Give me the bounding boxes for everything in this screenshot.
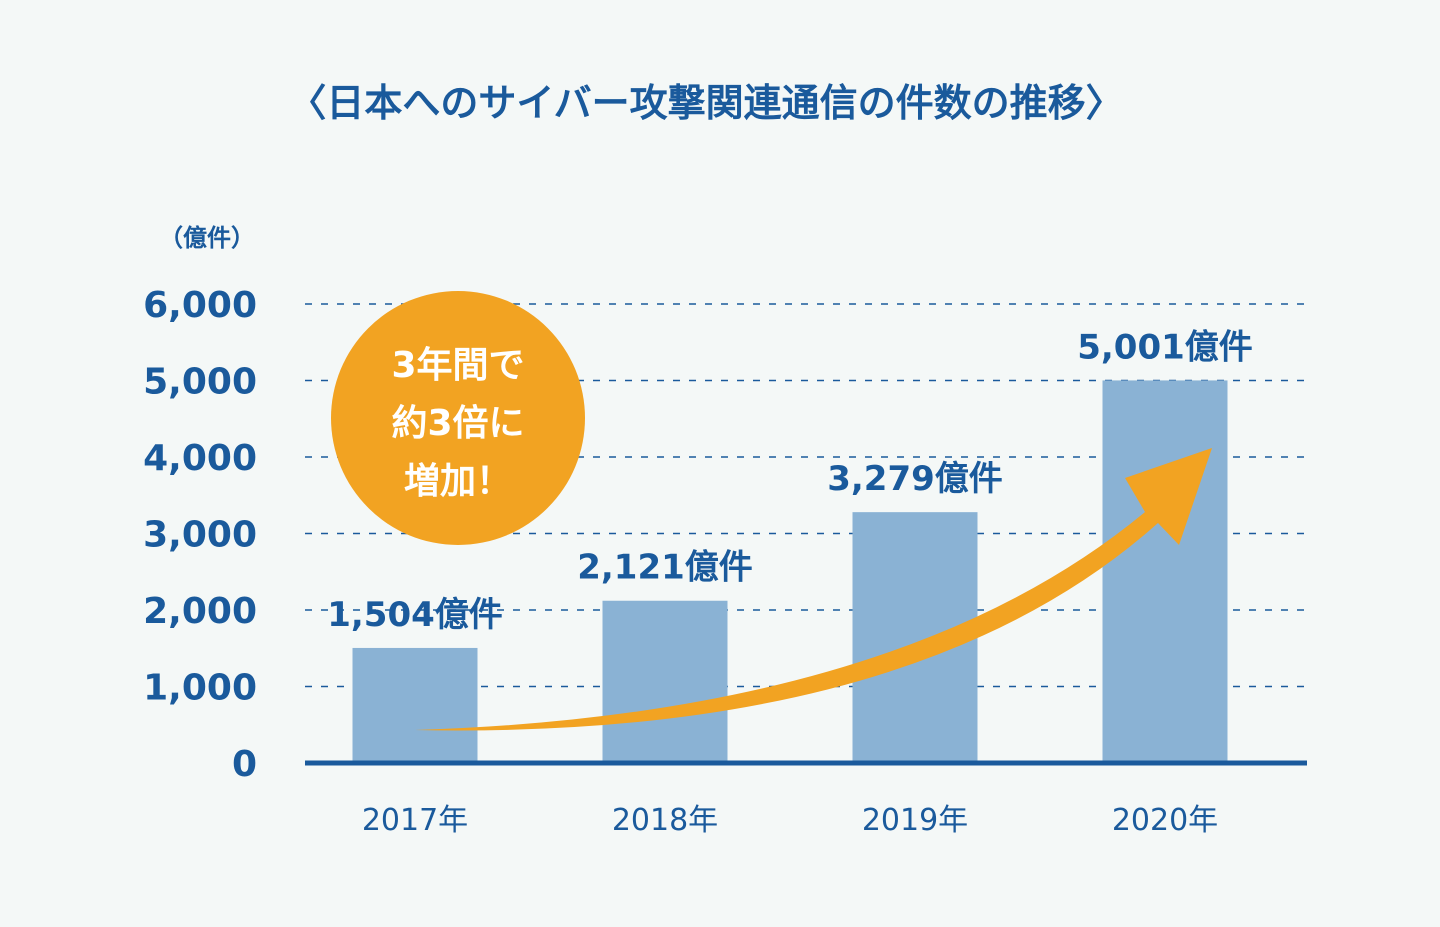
value-label: 3,279億件 <box>827 459 1003 499</box>
bar-2017年 <box>352 647 478 763</box>
x-tick-label: 2019年 <box>862 803 968 838</box>
value-label: 2,121億件 <box>577 548 753 588</box>
y-tick-label: 2,000 <box>143 591 257 632</box>
y-tick-label: 1,000 <box>143 668 257 709</box>
y-tick-label: 5,000 <box>143 362 257 403</box>
value-labels: 1,504億件 2,121億件 3,279億件 5,001億件 <box>327 327 1253 635</box>
callout-text: 約3倍に <box>391 403 524 444</box>
x-tick-label: 2020年 <box>1112 803 1218 838</box>
callout-circle <box>331 291 585 545</box>
x-tick-label: 2017年 <box>362 803 468 838</box>
bar-2020年 <box>1102 380 1228 763</box>
y-tick-label: 6,000 <box>143 285 257 326</box>
trend-arrow-group <box>415 448 1212 731</box>
bars <box>305 380 1307 766</box>
y-axis-unit-label: （億件） <box>159 224 255 252</box>
callout-text: 3年間で <box>391 345 524 386</box>
y-tick-label: 3,000 <box>143 515 257 556</box>
x-tick-label: 2018年 <box>612 803 718 838</box>
callout-text: 増加！ <box>404 461 512 502</box>
x-axis-ticks: 2017年 2018年 2019年 2020年 <box>362 803 1218 838</box>
chart-title: 〈日本へのサイバー攻撃関連通信の件数の推移〉 <box>288 81 1123 125</box>
y-axis-ticks: 0 1,000 2,000 3,000 4,000 5,000 6,000 <box>143 285 257 785</box>
value-label: 1,504億件 <box>327 595 503 635</box>
bar-2018年 <box>602 600 728 763</box>
y-tick-label: 4,000 <box>143 438 257 479</box>
y-tick-label: 0 <box>232 744 257 785</box>
value-label: 5,001億件 <box>1077 327 1253 367</box>
trend-arrow <box>415 448 1212 731</box>
